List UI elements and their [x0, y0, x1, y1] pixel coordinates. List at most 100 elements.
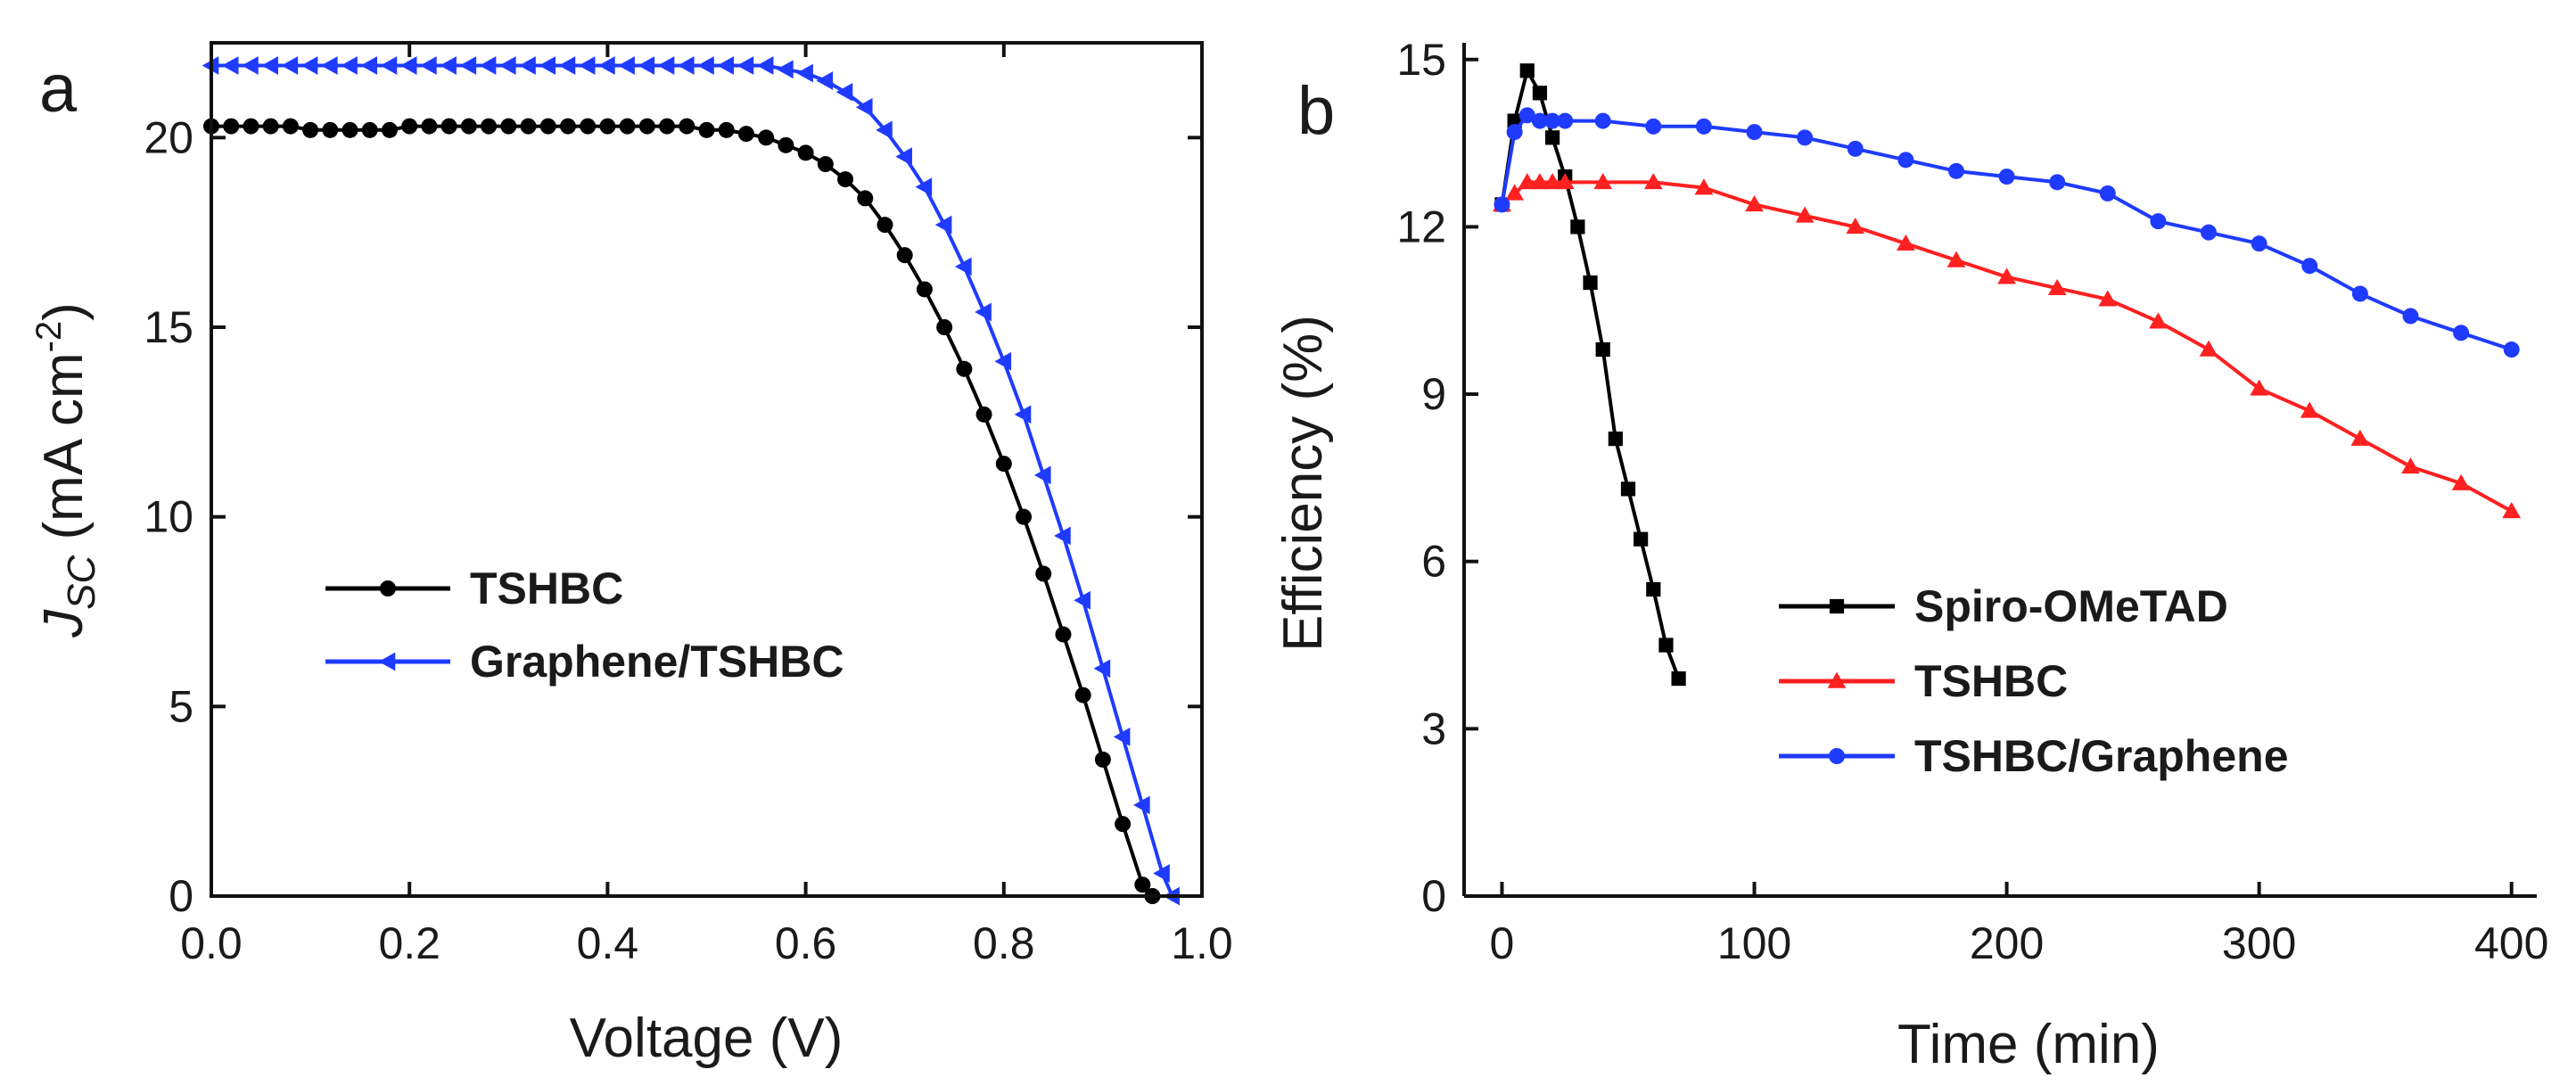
- panel-a-point-tshbc: [440, 118, 457, 135]
- panel-b-point-tshbc: [2098, 290, 2118, 307]
- panel-b-point-tshbc-graphene: [2351, 285, 2368, 302]
- panel-b-point-tshbc: [1518, 173, 1537, 190]
- panel-a-point-tshbc: [737, 126, 754, 143]
- panel-a-point-tshbc: [580, 118, 597, 135]
- panel-b-axis-lines: [1462, 43, 2537, 898]
- panel-a-point-graphene-tshbc: [915, 177, 933, 196]
- panel-a-y-axis: 0 5 10 15 20: [144, 112, 1202, 921]
- panel-b-line-tshbc-graphene: [1500, 112, 2513, 351]
- panel-b-y-tick-label: 0: [1421, 871, 1446, 921]
- panel-a-plot-frame: [210, 41, 1204, 898]
- panel-a-point-tshbc: [262, 118, 279, 135]
- panel-a-x-tick-label: 0.4: [577, 918, 639, 968]
- panel-a-point-graphene-tshbc: [1074, 590, 1090, 610]
- panel-b-y-tick-label: 3: [1421, 703, 1446, 753]
- panel-b-point-tshbc-graphene: [1544, 112, 1561, 129]
- panel-b-point-spiro-ometad: [1519, 63, 1535, 78]
- panel-a-legend-marker-graphene-tshbc: [378, 652, 396, 671]
- panel-a-point-graphene-tshbc: [816, 71, 834, 90]
- panel-a-letter: a: [39, 51, 78, 127]
- panel-a-point-tshbc: [679, 118, 695, 135]
- panel-b-point-tshbc-graphene: [1897, 152, 1914, 169]
- panel-b-point-spiro-ometad: [1583, 275, 1598, 291]
- panel-a-point-tshbc: [995, 456, 1012, 473]
- panel-a-point-graphene-tshbc: [558, 56, 576, 75]
- panel-b-point-tshbc-graphene: [1847, 140, 1864, 157]
- panel-a-point-tshbc: [1035, 565, 1052, 582]
- panel-a-point-graphene-tshbc: [975, 302, 992, 322]
- panel-a-point-tshbc: [1074, 687, 1091, 703]
- panel-b-point-tshbc-graphene: [2402, 308, 2419, 325]
- panel-a-point-graphene-tshbc: [320, 56, 338, 75]
- panel-b-point-tshbc-graphene: [1506, 124, 1523, 141]
- panel-a-point-tshbc: [559, 118, 576, 135]
- panel-a-point-graphene-tshbc: [380, 56, 398, 75]
- panel-b-legend-label-spiro-ometad: Spiro-OMeTAD: [1914, 581, 2228, 631]
- panel-b-point-tshbc: [2300, 401, 2319, 418]
- panel-a-point-graphene-tshbc: [420, 56, 437, 75]
- panel-b-point-spiro-ometad: [1544, 130, 1560, 145]
- panel-b-point-tshbc-graphene: [1645, 118, 1662, 135]
- panel-a-x-tick-label: 1.0: [1171, 918, 1233, 968]
- panel-a-point-tshbc: [857, 190, 874, 207]
- panel-a-point-graphene-tshbc: [638, 56, 655, 75]
- panel-b-point-spiro-ometad: [1634, 531, 1649, 547]
- panel-a-point-graphene-tshbc: [498, 56, 516, 75]
- panel-a-legend-marker-tshbc: [380, 580, 396, 596]
- panel-a-point-tshbc: [1055, 626, 1072, 643]
- panel-b-series-group: [1493, 63, 2522, 687]
- panel-a-point-graphene-tshbc: [300, 56, 318, 75]
- panel-b-y-tick-label: 6: [1421, 537, 1446, 587]
- panel-a-point-tshbc: [282, 118, 299, 135]
- panel-a-point-graphene-tshbc: [895, 147, 912, 166]
- panel-a-jv-curve: a 0.0 0.2 0.4 0.6 0.8 1.0 0 5 10 15 20 Voltage (V…: [29, 41, 1233, 1069]
- panel-a-point-tshbc: [659, 118, 676, 135]
- panel-a-x-axis: 0.0 0.2 0.4 0.6 0.8 1.0: [180, 43, 1233, 968]
- panel-a-point-tshbc: [758, 129, 775, 146]
- panel-b-legend-label-tshbc-graphene: TSHBC/Graphene: [1914, 731, 2289, 781]
- panel-a-point-graphene-tshbc: [677, 56, 695, 75]
- panel-b-point-spiro-ometad: [1620, 481, 1636, 497]
- panel-a-legend: TSHBC Graphene/TSHBC: [325, 564, 844, 687]
- panel-b-point-tshbc: [1694, 178, 1714, 195]
- panel-a-point-graphene-tshbc: [876, 120, 893, 140]
- panel-a-legend-label-tshbc: TSHBC: [470, 564, 623, 613]
- panel-a-point-graphene-tshbc: [519, 56, 536, 75]
- panel-b-point-tshbc-graphene: [1518, 107, 1535, 124]
- panel-a-point-tshbc: [223, 118, 240, 135]
- panel-a-point-tshbc: [956, 360, 973, 377]
- panel-b-stability: b 0 100 200 300 400 0 3 6 9 12 15 Time (min) Effi…: [1272, 35, 2548, 1075]
- panel-b-point-tshbc-graphene: [1797, 129, 1814, 146]
- panel-b-point-spiro-ometad: [1532, 86, 1548, 101]
- panel-a-line-tshbc: [211, 124, 1155, 898]
- panel-a-point-tshbc: [500, 118, 517, 135]
- panel-a-point-graphene-tshbc: [618, 56, 635, 75]
- panel-a-y-tick-label: 10: [144, 492, 193, 542]
- panel-a-y-tick-label: 15: [144, 302, 193, 352]
- panel-a-point-graphene-tshbc: [934, 215, 952, 234]
- panel-b-legend-marker-tshbc: [1827, 671, 1847, 688]
- panel-b-legend-marker-spiro-ometad: [1829, 598, 1845, 614]
- panel-b-point-tshbc: [2047, 278, 2067, 295]
- panel-b-line-tshbc: [1501, 180, 2513, 514]
- panel-a-point-graphene-tshbc: [717, 56, 734, 75]
- panel-a-series-group: [202, 56, 1180, 906]
- panel-b-point-tshbc: [1997, 267, 2016, 284]
- panel-b-point-tshbc-graphene: [2201, 224, 2218, 241]
- panel-b-y-tick-label: 12: [1396, 202, 1446, 251]
- panel-b-y-tick-label: 9: [1421, 369, 1446, 419]
- panel-a-point-graphene-tshbc: [855, 97, 873, 117]
- panel-a-point-tshbc: [322, 121, 339, 138]
- panel-b-x-axis: 0 100 200 300 400: [1490, 882, 2548, 968]
- panel-b-x-tick-label: 100: [1717, 918, 1791, 968]
- panel-a-point-graphene-tshbc: [440, 56, 457, 75]
- panel-b-point-spiro-ometad: [1595, 341, 1610, 358]
- panel-b-point-tshbc-graphene: [1746, 124, 1763, 141]
- panel-a-point-tshbc: [539, 118, 556, 135]
- panel-a-point-graphene-tshbc: [737, 56, 754, 75]
- panel-b-point-tshbc: [2502, 502, 2522, 519]
- panel-b-point-tshbc-graphene: [2453, 325, 2470, 341]
- panel-a-point-tshbc: [797, 144, 814, 161]
- panel-b-y-tick-label: 15: [1396, 35, 1446, 85]
